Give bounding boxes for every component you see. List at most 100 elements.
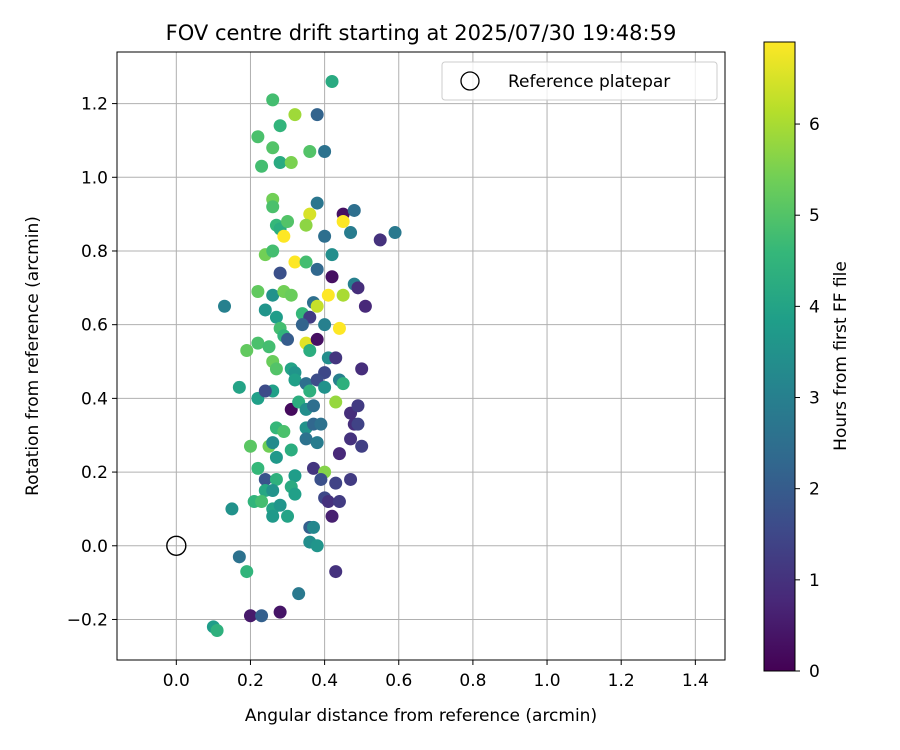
data-point	[329, 351, 343, 365]
data-point	[262, 340, 276, 354]
x-tick-label: 0.0	[163, 671, 190, 691]
x-axis-label: Angular distance from reference (arcmin)	[245, 706, 597, 726]
data-point	[240, 343, 254, 357]
data-point	[303, 384, 317, 398]
data-point	[288, 255, 302, 269]
y-tick-label: 0.0	[81, 537, 108, 557]
data-point	[344, 226, 358, 240]
data-point	[306, 399, 320, 413]
grid	[117, 52, 725, 660]
data-point	[332, 495, 346, 509]
data-point	[273, 119, 287, 133]
y-tick-label: 0.8	[81, 242, 108, 262]
data-point	[351, 399, 365, 413]
data-point	[284, 288, 298, 302]
data-point	[273, 266, 287, 280]
colorbar-tick-label: 0	[809, 662, 820, 682]
y-axis-ticks: −0.2 0.0 0.2 0.4 0.6 0.8 1.0 1.2	[67, 95, 117, 630]
data-point	[329, 395, 343, 409]
colorbar-tick-label: 4	[809, 297, 820, 317]
data-point	[303, 144, 317, 158]
data-point	[269, 310, 283, 324]
data-point	[251, 285, 265, 299]
data-point	[310, 539, 324, 553]
data-point	[232, 380, 246, 394]
data-point	[325, 74, 339, 88]
data-point	[277, 229, 291, 243]
data-point	[318, 380, 332, 394]
data-point	[310, 436, 324, 450]
data-point	[355, 439, 369, 453]
data-point	[284, 156, 298, 170]
data-point	[295, 318, 309, 332]
data-point	[344, 472, 358, 486]
y-tick-label: 1.2	[81, 95, 108, 115]
data-point	[310, 332, 324, 346]
y-tick-label: 0.2	[81, 463, 108, 483]
data-point	[284, 443, 298, 457]
data-point	[303, 343, 317, 357]
data-point	[325, 270, 339, 284]
x-tick-label: 0.4	[311, 671, 338, 691]
data-point	[273, 605, 287, 619]
data-point	[332, 447, 346, 461]
data-point	[258, 472, 272, 486]
data-point	[243, 609, 257, 623]
data-point	[314, 417, 328, 431]
legend-label-reference: Reference platepar	[508, 72, 670, 92]
data-point	[325, 248, 339, 262]
data-point	[255, 159, 269, 173]
plot-frame	[116, 51, 726, 661]
y-tick-label: 0.6	[81, 316, 108, 336]
data-point	[288, 108, 302, 122]
data-point	[258, 384, 272, 398]
data-point	[288, 487, 302, 501]
data-point	[325, 509, 339, 523]
data-point	[269, 362, 283, 376]
data-point	[388, 226, 402, 240]
data-point	[277, 425, 291, 439]
data-point	[266, 483, 280, 497]
data-point	[329, 476, 343, 490]
data-point	[218, 299, 232, 313]
data-point	[355, 362, 369, 376]
colorbar-ticks: 0 1 2 3 4 5 6	[795, 115, 820, 682]
data-point	[318, 229, 332, 243]
data-point	[210, 624, 224, 638]
data-point	[299, 218, 313, 232]
data-point	[266, 244, 280, 258]
colorbar-tick-label: 3	[809, 389, 820, 409]
colorbar	[763, 41, 796, 672]
legend: Reference platepar	[441, 61, 718, 101]
y-axis-label: Rotation from reference (arcmin)	[23, 216, 43, 496]
y-tick-label: 0.4	[81, 389, 108, 409]
data-point	[310, 108, 324, 122]
data-point	[266, 200, 280, 214]
data-point	[310, 299, 324, 313]
colorbar-label: Hours from first FF file	[831, 261, 851, 451]
data-point	[373, 233, 387, 247]
data-point	[266, 93, 280, 107]
data-point	[269, 450, 283, 464]
scatter-points	[206, 74, 402, 638]
y-tick-label: −0.2	[67, 610, 108, 630]
data-point	[273, 156, 287, 170]
data-point	[351, 281, 365, 295]
data-point	[321, 288, 335, 302]
data-point	[321, 495, 335, 509]
x-tick-label: 0.6	[385, 671, 412, 691]
data-point	[306, 461, 320, 475]
data-point	[329, 565, 343, 579]
chart-title: FOV centre drift starting at 2025/07/30 …	[166, 21, 677, 45]
data-point	[299, 432, 313, 446]
data-point	[269, 472, 283, 486]
data-point	[258, 303, 272, 317]
data-point	[332, 321, 346, 335]
x-tick-label: 0.2	[237, 671, 264, 691]
data-point	[281, 332, 295, 346]
colorbar-tick-label: 1	[809, 571, 820, 591]
data-point	[336, 215, 350, 229]
x-tick-label: 1.0	[534, 671, 561, 691]
data-point	[232, 550, 246, 564]
legend-marker-reference	[460, 71, 480, 91]
